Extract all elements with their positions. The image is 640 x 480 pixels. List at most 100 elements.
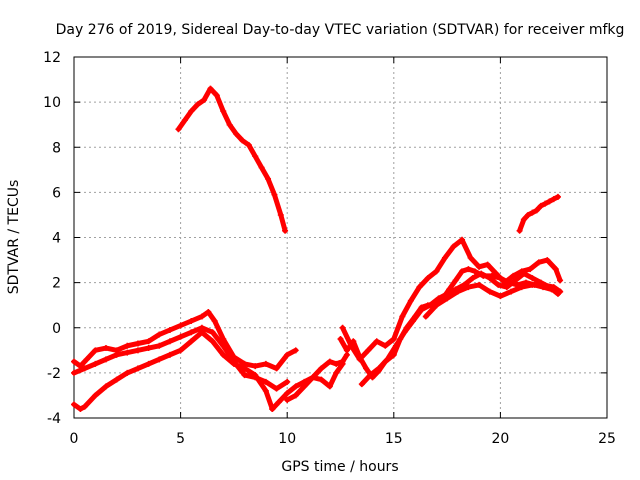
data-point — [326, 383, 333, 390]
data-point — [510, 272, 517, 279]
data-point — [373, 338, 380, 345]
data-point — [516, 227, 523, 234]
data-point — [241, 372, 248, 379]
data-point — [233, 130, 240, 137]
data-point — [418, 306, 425, 313]
data-point — [230, 360, 237, 367]
data-point — [390, 336, 397, 343]
data-point — [399, 313, 406, 320]
y-tick-label: 6 — [52, 185, 61, 201]
data-point — [486, 275, 493, 282]
data-point — [220, 342, 227, 349]
data-point — [209, 329, 216, 336]
data-point — [252, 153, 259, 160]
data-point — [401, 329, 408, 336]
data-point — [339, 358, 346, 365]
data-point — [198, 329, 205, 336]
data-point — [262, 378, 269, 385]
data-point — [156, 356, 163, 363]
data-point — [503, 284, 510, 291]
data-point — [134, 340, 141, 347]
data-point — [544, 257, 551, 264]
data-point — [273, 385, 280, 392]
series-trace — [517, 194, 561, 234]
data-point — [220, 336, 227, 343]
data-point — [529, 275, 536, 282]
series-track-d — [175, 85, 289, 234]
axis-ticks — [73, 56, 608, 419]
data-point — [113, 351, 120, 358]
data-point — [292, 383, 299, 390]
data-point — [557, 277, 564, 284]
data-point — [478, 270, 485, 277]
y-tick-label: 0 — [52, 321, 61, 337]
series-track-i — [358, 270, 561, 388]
data-point — [497, 293, 504, 300]
data-point — [427, 302, 434, 309]
y-tick-label: -2 — [47, 366, 61, 382]
data-point — [92, 392, 99, 399]
data-point — [71, 401, 77, 408]
data-point — [102, 383, 109, 390]
data-point — [326, 358, 333, 365]
data-point — [520, 216, 527, 223]
data-point — [124, 349, 131, 356]
data-point — [309, 374, 316, 381]
data-point — [177, 333, 184, 340]
data-point — [529, 209, 536, 216]
data-point — [102, 345, 109, 352]
data-point — [533, 207, 540, 214]
data-point — [416, 284, 423, 291]
series-track-h — [339, 236, 564, 363]
x-tick-label: 25 — [598, 431, 616, 447]
data-point — [441, 254, 448, 261]
data-point — [333, 369, 340, 376]
data-point — [273, 365, 280, 372]
data-point — [166, 351, 173, 358]
data-point — [77, 405, 84, 412]
data-point — [542, 200, 549, 207]
data-point — [177, 322, 184, 329]
data-point — [495, 281, 502, 288]
data-point — [469, 275, 476, 282]
data-point — [284, 396, 291, 403]
data-point — [175, 126, 182, 133]
data-point — [145, 338, 152, 345]
y-tick-label: 4 — [52, 231, 61, 247]
data-point — [484, 261, 491, 268]
data-point — [525, 211, 532, 218]
data-point — [409, 317, 416, 324]
data-point — [476, 263, 483, 270]
data-point — [512, 277, 519, 284]
data-point — [239, 137, 246, 144]
x-tick-labels: 0 5 10 15 20 25 — [70, 431, 616, 447]
data-point — [177, 347, 184, 354]
data-point — [435, 295, 442, 302]
data-point — [520, 270, 527, 277]
data-point — [365, 347, 372, 354]
data-point — [134, 365, 141, 372]
data-point — [292, 392, 299, 399]
data-point — [284, 351, 291, 358]
data-point — [382, 342, 389, 349]
data-point — [465, 266, 472, 273]
data-point — [301, 383, 308, 390]
series-track-c — [71, 329, 276, 412]
x-axis-label: GPS time / hours — [281, 459, 398, 475]
data-point — [546, 198, 553, 205]
data-point — [207, 85, 214, 92]
series-trace — [176, 86, 288, 234]
data-point — [493, 270, 500, 277]
chart-title: Day 276 of 2019, Sidereal Day-to-day VTE… — [56, 22, 625, 38]
data-point — [337, 336, 344, 343]
data-point — [508, 288, 515, 295]
data-point — [318, 365, 325, 372]
data-point — [284, 390, 291, 397]
data-point — [252, 372, 259, 379]
series-trace — [423, 282, 563, 319]
data-points — [71, 85, 564, 412]
data-point — [113, 376, 120, 383]
data-point — [269, 405, 276, 412]
data-point — [188, 108, 195, 115]
data-point — [486, 288, 493, 295]
